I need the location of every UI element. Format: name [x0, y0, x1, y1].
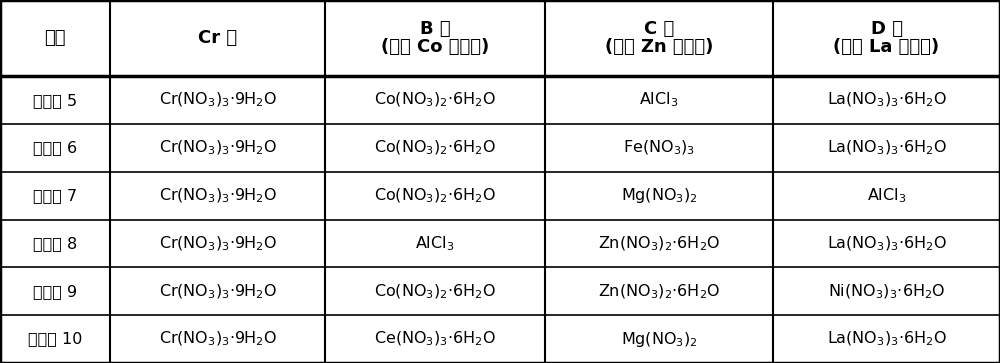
- Text: B 盐: B 盐: [420, 20, 450, 38]
- Text: C 盐: C 盐: [644, 20, 674, 38]
- Text: Co(NO$_3$)$_2$·6H$_2$O: Co(NO$_3$)$_2$·6H$_2$O: [374, 282, 496, 301]
- Text: La(NO$_3$)$_3$·6H$_2$O: La(NO$_3$)$_3$·6H$_2$O: [827, 330, 946, 348]
- Text: Cr(NO$_3$)$_3$·9H$_2$O: Cr(NO$_3$)$_3$·9H$_2$O: [159, 234, 276, 253]
- Text: Cr(NO$_3$)$_3$·9H$_2$O: Cr(NO$_3$)$_3$·9H$_2$O: [159, 91, 276, 109]
- Text: Ce(NO$_3$)$_3$·6H$_2$O: Ce(NO$_3$)$_3$·6H$_2$O: [374, 330, 496, 348]
- Text: Fe(NO$_3$)$_3$: Fe(NO$_3$)$_3$: [623, 139, 695, 157]
- Text: Co(NO$_3$)$_2$·6H$_2$O: Co(NO$_3$)$_2$·6H$_2$O: [374, 187, 496, 205]
- Text: Ni(NO$_3$)$_3$·6H$_2$O: Ni(NO$_3$)$_3$·6H$_2$O: [828, 282, 945, 301]
- Text: La(NO$_3$)$_3$·6H$_2$O: La(NO$_3$)$_3$·6H$_2$O: [827, 139, 946, 157]
- Text: 对比例 10: 对比例 10: [28, 332, 82, 347]
- Text: AlCl$_3$: AlCl$_3$: [639, 91, 679, 110]
- Text: D 盐: D 盐: [871, 20, 903, 38]
- Text: La(NO$_3$)$_3$·6H$_2$O: La(NO$_3$)$_3$·6H$_2$O: [827, 234, 946, 253]
- Text: Cr(NO$_3$)$_3$·9H$_2$O: Cr(NO$_3$)$_3$·9H$_2$O: [159, 187, 276, 205]
- Text: Mg(NO$_3$)$_2$: Mg(NO$_3$)$_2$: [621, 186, 697, 205]
- Text: (对应 Zn 盐用量): (对应 Zn 盐用量): [605, 38, 713, 56]
- Text: 对比例 7: 对比例 7: [33, 188, 77, 203]
- Text: Zn(NO$_3$)$_2$·6H$_2$O: Zn(NO$_3$)$_2$·6H$_2$O: [598, 282, 720, 301]
- Text: AlCl$_3$: AlCl$_3$: [867, 186, 906, 205]
- Text: Cr(NO$_3$)$_3$·9H$_2$O: Cr(NO$_3$)$_3$·9H$_2$O: [159, 330, 276, 348]
- Text: Cr 盐: Cr 盐: [198, 29, 237, 47]
- Text: AlCl$_3$: AlCl$_3$: [415, 234, 455, 253]
- Text: Cr(NO$_3$)$_3$·9H$_2$O: Cr(NO$_3$)$_3$·9H$_2$O: [159, 139, 276, 157]
- Text: Mg(NO$_3$)$_2$: Mg(NO$_3$)$_2$: [621, 330, 697, 348]
- Text: 对比例 8: 对比例 8: [33, 236, 77, 251]
- Text: Zn(NO$_3$)$_2$·6H$_2$O: Zn(NO$_3$)$_2$·6H$_2$O: [598, 234, 720, 253]
- Text: Co(NO$_3$)$_2$·6H$_2$O: Co(NO$_3$)$_2$·6H$_2$O: [374, 91, 496, 109]
- Text: (对应 La 盐用量): (对应 La 盐用量): [833, 38, 940, 56]
- Text: Cr(NO$_3$)$_3$·9H$_2$O: Cr(NO$_3$)$_3$·9H$_2$O: [159, 282, 276, 301]
- Text: Co(NO$_3$)$_2$·6H$_2$O: Co(NO$_3$)$_2$·6H$_2$O: [374, 139, 496, 157]
- Text: 对比例 6: 对比例 6: [33, 140, 77, 155]
- Text: 对比例 9: 对比例 9: [33, 284, 77, 299]
- Text: 例别: 例别: [44, 29, 66, 47]
- Text: (对应 Co 盐用量): (对应 Co 盐用量): [381, 38, 489, 56]
- Text: 对比例 5: 对比例 5: [33, 93, 77, 107]
- Text: La(NO$_3$)$_3$·6H$_2$O: La(NO$_3$)$_3$·6H$_2$O: [827, 91, 946, 109]
